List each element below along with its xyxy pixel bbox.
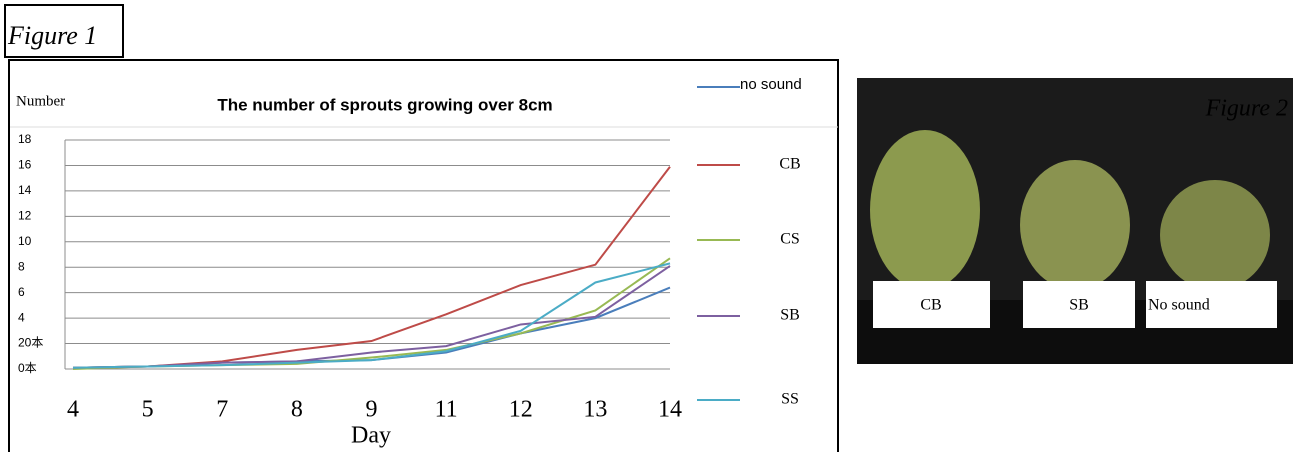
y-tick-label: 18 [18,132,32,146]
figure-label-box [4,4,124,58]
y-tick-label: 16 [18,158,32,172]
x-tick-label: 8 [291,397,303,423]
sprouts [1160,180,1270,290]
series-line [72,286,671,369]
legend-label: no sound [740,76,802,93]
y-axis-label: Number [16,93,65,109]
sprouts [1020,160,1130,290]
figure-label: Figure 1 [7,21,97,50]
y-tick-label: 12 [18,209,32,223]
legend-label: SS [781,391,799,408]
photo-label: Figure 2 [1205,96,1288,122]
legend-label: CB [779,156,800,173]
x-tick-label: 13 [583,397,607,423]
y-tick-label: 20本 [18,336,43,350]
y-tick-label: 8 [18,259,25,273]
photo-box [873,281,990,328]
sprouts [870,130,980,290]
photo-box-label: SB [1069,297,1089,314]
chart-title: The number of sprouts growing over 8cm [217,95,552,114]
x-tick-label: 11 [435,397,458,423]
series-line [72,262,671,369]
series-line [72,265,671,369]
y-tick-label: 4 [18,310,25,324]
chart-frame [8,59,839,452]
x-tick-label: 7 [216,397,228,423]
x-tick-label: 4 [67,397,79,423]
photo-box [1023,281,1135,328]
photo-box-label: No sound [1148,297,1210,314]
x-tick-label: 5 [142,397,154,423]
photo-box [1146,281,1277,328]
y-tick-label: 14 [18,183,32,197]
legend-label: CS [780,231,800,248]
x-tick-label: 14 [658,397,682,423]
photo-box-label: CB [920,297,941,314]
y-tick-label: 0本 [18,361,37,375]
x-tick-label: 12 [509,397,533,423]
y-tick-label: 10 [18,234,32,248]
legend-label: SB [780,307,800,324]
x-tick-label: 9 [366,397,378,423]
y-tick-label: 6 [18,285,25,299]
x-axis-label: Day [351,423,391,449]
